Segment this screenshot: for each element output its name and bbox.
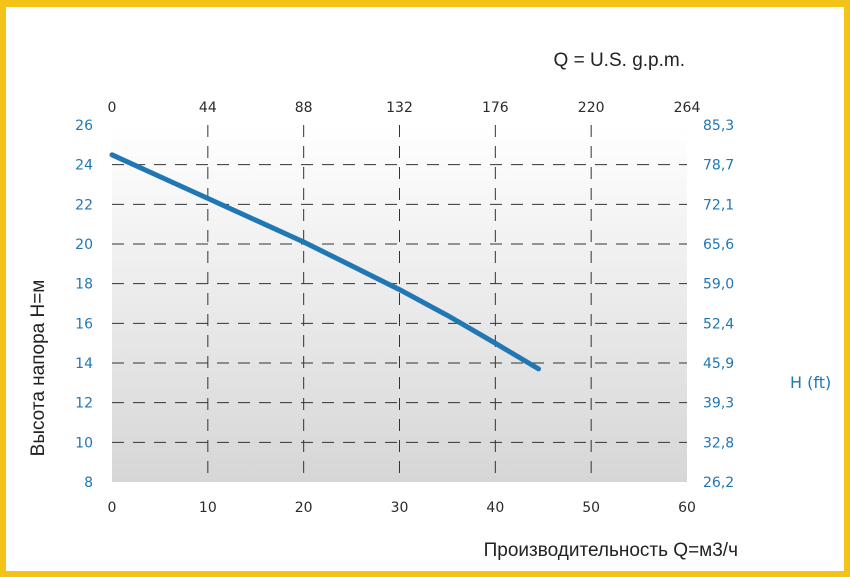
y-tick-label: 8 [84, 475, 93, 491]
y-tick-label: 20 [75, 237, 93, 253]
y-tick-label: 22 [75, 197, 93, 213]
y-tick-label: 16 [75, 316, 93, 332]
series-line [109, 152, 541, 372]
x-tick-label: 30 [391, 500, 409, 516]
y-tick-label: 10 [75, 435, 93, 451]
top-tick-label: 132 [386, 100, 413, 116]
x-tick-label: 60 [678, 500, 696, 516]
y-axis-title: Высота напора H=м [28, 280, 49, 457]
right-tick-label: 78,7 [703, 158, 734, 174]
right-tick-label: 26,2 [703, 475, 734, 491]
right-tick-label: 85,3 [703, 118, 734, 134]
top-tick-label: 176 [482, 100, 509, 116]
y-tick-label: 12 [75, 396, 93, 412]
top-tick-label: 44 [199, 100, 217, 116]
top-tick-label: 0 [108, 100, 117, 116]
top-tick-label: 220 [578, 100, 605, 116]
right-tick-label: 32,8 [703, 435, 734, 451]
top-tick-label: 264 [674, 100, 701, 116]
top-axis-title: Q = U.S. g.p.m. [554, 50, 685, 71]
y-tick-label: 24 [75, 158, 93, 174]
right-tick-label: 65,6 [703, 237, 734, 253]
y-tick-label: 26 [75, 118, 93, 134]
x-tick-label: 10 [199, 500, 217, 516]
y-tick-label: 14 [75, 356, 93, 372]
right-tick-label: 39,3 [703, 396, 734, 412]
right-tick-label: 59,0 [703, 277, 734, 293]
tick-labels: 0 10 20 30 40 50 60 0 44 88 132 176 220 264 8 10 12 14 16 1… [75, 100, 734, 516]
x-tick-label: 40 [486, 500, 504, 516]
right-tick-label: 72,1 [703, 197, 734, 213]
x-axis-title: Производительность Q=м3/ч [484, 540, 738, 561]
x-tick-label: 50 [582, 500, 600, 516]
right-tick-label: 52,4 [703, 316, 734, 332]
right-axis-title: H (ft) [790, 373, 831, 392]
top-tick-label: 88 [295, 100, 313, 116]
right-tick-label: 45,9 [703, 356, 734, 372]
x-tick-label: 20 [295, 500, 313, 516]
x-tick-label: 0 [108, 500, 117, 516]
grid-lines [112, 125, 687, 482]
y-tick-label: 18 [75, 277, 93, 293]
